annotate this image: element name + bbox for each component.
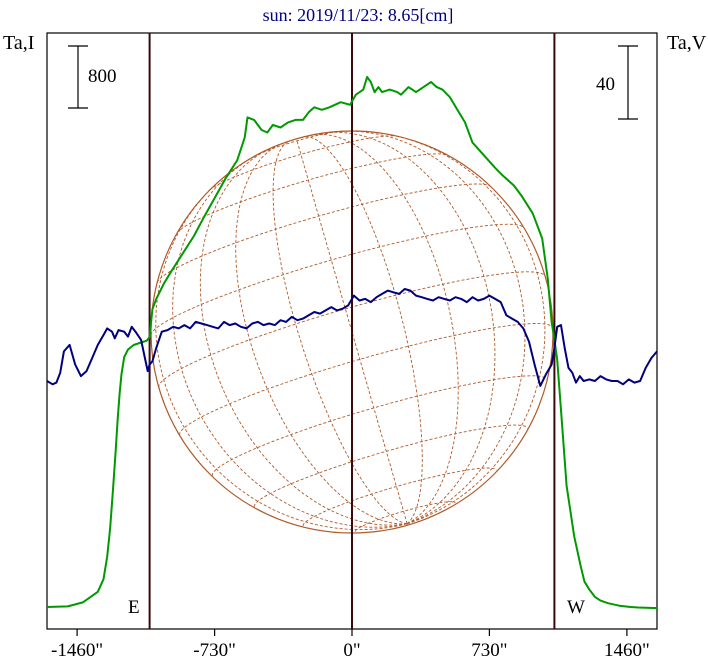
parallel-line [209, 135, 398, 191]
meridian-line [303, 136, 423, 525]
left-scale-label: 800 [88, 66, 117, 87]
x-tick-label: 730" [471, 640, 507, 661]
meridian-line [320, 131, 496, 525]
solar-disk-grid [150, 130, 554, 534]
left-scale-bar [68, 45, 88, 109]
meridian-line [172, 154, 408, 528]
x-axis-ticks: -1460" -730" 0" 730" 1460" [51, 629, 650, 661]
meridian-line [383, 133, 546, 525]
parallel-line [176, 153, 448, 234]
right-scale-label: 40 [596, 74, 615, 95]
stokes-i-line [46, 76, 657, 609]
meridian-line [272, 140, 408, 525]
parallel-line [158, 271, 546, 388]
parallel-line [302, 467, 497, 526]
parallel-line [211, 375, 548, 477]
parallel-line [156, 183, 492, 283]
right-scale-bar [618, 45, 638, 120]
east-limb-label: E [128, 597, 140, 618]
meridian-line [338, 130, 526, 525]
meridian-line [309, 133, 459, 525]
chart-title: sun: 2019/11/23: 8.65[cm] [263, 5, 454, 25]
parallel-line [354, 501, 456, 532]
west-limb-label: W [567, 597, 585, 618]
stokes-v-line [46, 288, 658, 387]
parallel-line [253, 130, 343, 158]
right-axis-label: Ta,V [667, 32, 707, 54]
meridian-line [235, 142, 408, 525]
left-axis-label: Ta,I [3, 32, 34, 54]
meridian-line [155, 180, 408, 531]
meridian-line [199, 146, 408, 526]
x-tick-label: -1460" [51, 640, 103, 661]
parallel-line [253, 424, 528, 507]
x-tick-label: 1460" [604, 640, 650, 661]
meridian-line [296, 138, 408, 524]
series-layer [46, 76, 658, 609]
parallel-line [150, 223, 525, 336]
x-tick-label: -730" [193, 640, 236, 661]
parallel-line [179, 323, 554, 436]
x-tick-label: 0" [343, 640, 360, 661]
